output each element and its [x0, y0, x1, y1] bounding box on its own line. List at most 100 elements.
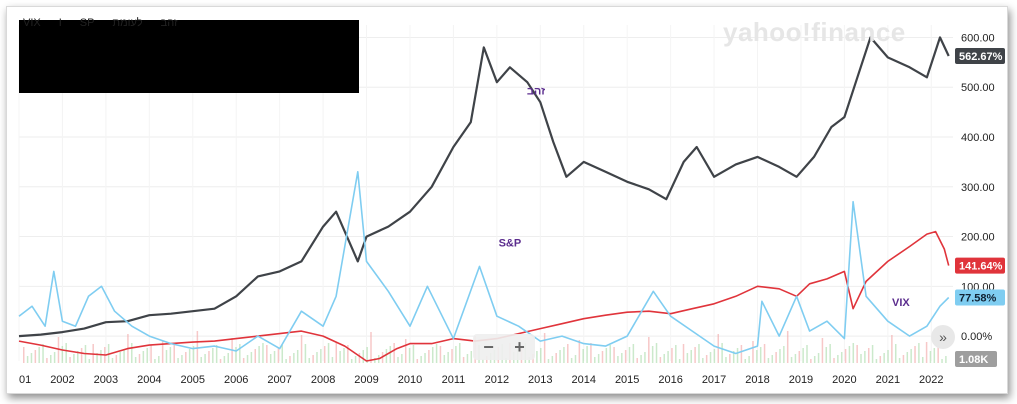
volume-bar — [281, 345, 284, 363]
volume-bar — [269, 354, 272, 363]
volume-bar — [698, 344, 700, 363]
volume-bar — [729, 354, 731, 363]
volume-bar — [574, 355, 577, 363]
volume-bar — [296, 350, 299, 363]
y-tick-label: 200.00 — [961, 232, 995, 244]
volume-bar — [215, 345, 218, 363]
volume-bar — [717, 334, 719, 363]
volume-bar — [242, 358, 245, 363]
volume-bar — [246, 355, 249, 363]
volume-bar — [813, 356, 816, 363]
zoom-out-button[interactable]: − — [483, 336, 494, 357]
volume-bar — [482, 359, 484, 363]
legend-item-sp[interactable]: SP — [79, 17, 95, 29]
series-line-2[interactable] — [18, 171, 950, 355]
volume-bar — [748, 356, 750, 363]
volume-bar — [185, 352, 187, 363]
series-annotation: VIX — [892, 297, 910, 309]
volume-bar — [798, 351, 801, 363]
volume-bar — [362, 350, 365, 363]
volume-bar — [925, 342, 928, 363]
expand-button[interactable]: » — [931, 325, 955, 349]
volume-bar — [439, 346, 442, 363]
volume-bar — [300, 335, 303, 363]
series-annotation: זהב — [527, 86, 545, 98]
volume-bar — [840, 352, 843, 363]
x-tick-label: 2005 — [181, 374, 205, 386]
volume-bar — [227, 353, 229, 363]
volume-bar — [686, 353, 689, 363]
volume-bar — [431, 347, 434, 363]
volume-bar — [894, 344, 897, 363]
series-last-value-box — [955, 48, 1005, 65]
volume-bar — [736, 348, 739, 363]
series-last-value-box — [955, 257, 1005, 274]
volume-bar — [609, 345, 611, 363]
volume-bar — [466, 354, 469, 363]
volume-bar — [786, 331, 789, 363]
volume-bar — [204, 354, 206, 363]
zoom-in-button[interactable]: + — [514, 336, 525, 357]
volume-bar — [505, 358, 507, 363]
volume-bar — [848, 346, 851, 363]
volume-bar — [667, 351, 669, 363]
x-tick-label: 2010 — [398, 374, 422, 386]
volume-bar — [621, 353, 623, 363]
volume-bar — [277, 348, 280, 363]
x-tick-label: 2012 — [485, 374, 509, 386]
volume-bar — [929, 351, 932, 363]
volume-bar — [559, 350, 561, 363]
volume-bar — [837, 355, 839, 363]
volume-bar — [462, 357, 465, 363]
volume-bar — [188, 349, 191, 363]
volume-bar — [744, 359, 747, 363]
volume-bar — [555, 353, 557, 363]
legend-item-gold[interactable]: זהב — [160, 17, 178, 29]
volume-bar — [852, 343, 855, 363]
volume-bar — [451, 349, 453, 363]
series-last-value-label: 77.58% — [959, 292, 997, 304]
volume-bar — [671, 348, 673, 363]
volume-bar — [169, 347, 172, 363]
volume-bar — [308, 358, 311, 363]
legend-item-vix[interactable]: VIX — [23, 17, 41, 29]
volume-bar — [316, 352, 318, 363]
volume-bar — [258, 346, 260, 363]
volume-bar — [235, 347, 237, 363]
volume-bar — [181, 355, 183, 363]
volume-bar — [879, 356, 882, 363]
volume-bar — [196, 331, 199, 363]
volume-bar — [358, 353, 361, 363]
volume-bar — [810, 359, 812, 363]
zoom-control: − + — [473, 334, 535, 360]
x-tick-label: 2020 — [832, 374, 856, 386]
series-annotation: S&P — [499, 238, 522, 250]
volume-bar — [806, 345, 808, 363]
volume-bar — [347, 345, 349, 363]
volume-bar — [134, 357, 137, 363]
volume-bar — [590, 343, 592, 363]
volume-bar — [320, 349, 322, 363]
series-line-1[interactable] — [18, 230, 950, 362]
volume-bar — [304, 344, 307, 363]
volume-bar — [77, 351, 79, 363]
series-line-0[interactable] — [18, 36, 950, 338]
volume-bar — [65, 343, 67, 363]
volume-bar — [50, 355, 52, 363]
chart-canvas[interactable]: 600.00500.00400.00300.00200.00100.000.00… — [7, 7, 1007, 393]
volume-bar — [26, 356, 29, 363]
volume-bar — [875, 359, 878, 363]
volume-bar — [563, 347, 565, 363]
volume-bar — [636, 358, 638, 363]
volume-bar — [933, 348, 936, 363]
x-tick-label: 2014 — [572, 374, 596, 386]
volume-bar — [887, 350, 889, 363]
volume-bar — [428, 350, 430, 363]
volume-bar — [285, 359, 287, 363]
volume-bar — [825, 347, 828, 363]
volume-bar — [393, 343, 395, 363]
volume-bar — [937, 345, 939, 363]
volume-bar — [161, 341, 164, 363]
volume-bar — [96, 353, 98, 363]
volume-bar — [640, 355, 642, 363]
